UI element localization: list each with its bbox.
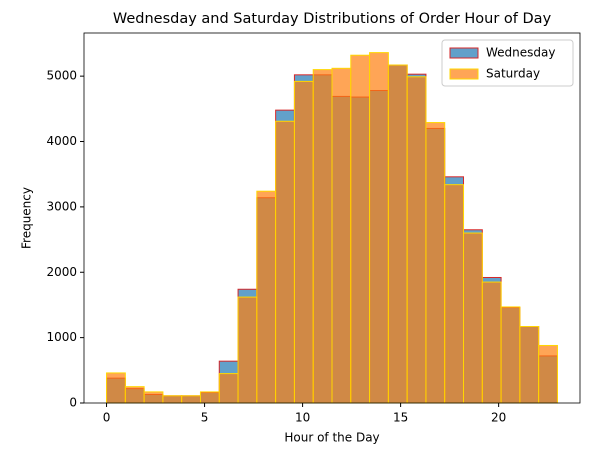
- bar: [218, 373, 239, 404]
- bar: [444, 184, 465, 404]
- bar: [425, 122, 446, 404]
- bar: [331, 67, 352, 404]
- bar: [199, 391, 220, 404]
- bar: [181, 395, 201, 404]
- legend-swatch: [449, 68, 479, 80]
- bar: [500, 306, 521, 404]
- bar: [162, 395, 183, 404]
- y-tick-label: 1000: [46, 330, 77, 344]
- y-tick-label: 4000: [46, 134, 77, 148]
- y-tick-label: 3000: [46, 199, 77, 213]
- x-tick-label: 5: [201, 411, 209, 425]
- legend-label: Saturday: [486, 67, 540, 81]
- bar: [538, 344, 558, 404]
- y-tick-label: 2000: [46, 265, 77, 279]
- x-tick-label: 20: [491, 411, 506, 425]
- bar: [350, 54, 371, 404]
- y-axis-label: Frequency: [20, 187, 34, 249]
- bar: [275, 120, 295, 404]
- bar: [519, 326, 540, 404]
- legend-label: Wednesday: [486, 46, 555, 60]
- x-tick-label: 0: [103, 411, 111, 425]
- x-tick-label: 15: [393, 411, 408, 425]
- y-tick-label: 5000: [46, 69, 77, 83]
- x-tick-label: 10: [295, 411, 310, 425]
- x-axis-label: Hour of the Day: [284, 431, 379, 445]
- bar: [106, 372, 126, 404]
- y-tick-label: 0: [69, 396, 77, 410]
- bar: [369, 52, 389, 404]
- bar: [293, 80, 314, 404]
- bar: [481, 281, 502, 404]
- legend-swatch: [449, 47, 479, 59]
- plot-frame: [83, 32, 581, 404]
- bar: [256, 190, 277, 404]
- bar: [463, 232, 483, 404]
- bar: [237, 296, 258, 404]
- chart-title: Wednesday and Saturday Distributions of …: [113, 11, 552, 27]
- bar: [312, 69, 333, 404]
- bar: [406, 76, 427, 404]
- bar: [143, 391, 164, 404]
- bar: [387, 64, 408, 404]
- bar: [124, 386, 145, 404]
